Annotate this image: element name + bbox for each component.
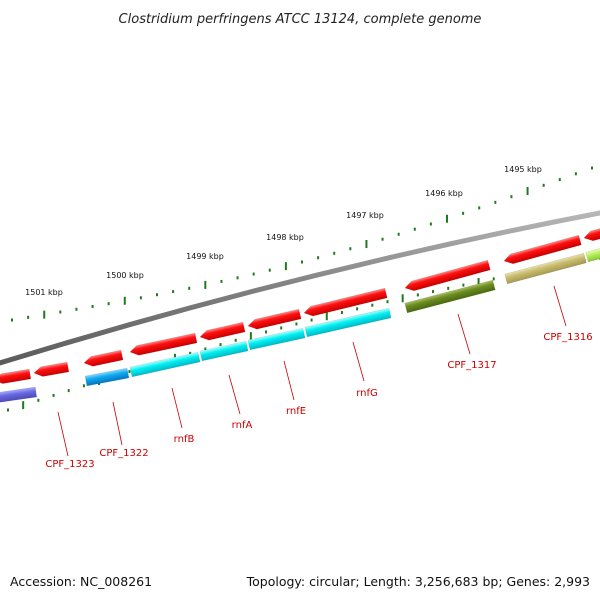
scale-label: 1495 kbp: [504, 165, 542, 174]
gene-feature: [585, 245, 600, 263]
leader-line: [457, 313, 471, 355]
scale-label: 1496 kbp: [425, 189, 463, 198]
gene-feature: [0, 386, 37, 404]
gene-labels: CPF_1323 CPF_1322 rnfB rnfA rnfE rnfG CPF_1317…: [45, 285, 593, 470]
gene-feature: [304, 307, 392, 338]
gene-label: CPF_1317: [447, 360, 496, 371]
gene-feature: [199, 340, 249, 362]
gene-label: rnfE: [286, 406, 306, 417]
scale-labels: 1501 kbp 1500 kbp 1499 kbp 1498 kbp 1497 kbp…: [25, 165, 542, 297]
backbone-line: [0, 210, 600, 366]
cds-feature: [583, 225, 600, 242]
cds-feature: [247, 308, 302, 330]
scale-label: 1499 kbp: [186, 252, 224, 261]
leader-line: [57, 411, 69, 457]
leader-line: [228, 374, 241, 415]
scale-ticks: [11, 166, 593, 322]
cds-feature: [303, 287, 388, 317]
scale-label: 1500 kbp: [106, 271, 144, 280]
gene-feature: [247, 327, 306, 351]
gene-label: CPF_1316: [543, 332, 592, 343]
gene-feature: [84, 367, 130, 387]
gene-feature: [129, 351, 201, 378]
cds-feature: [129, 332, 198, 356]
cds-feature: [33, 361, 70, 377]
gene-features: [0, 225, 600, 404]
leader-line: [171, 387, 183, 429]
scale-label: 1497 kbp: [346, 211, 384, 220]
cds-feature: [503, 234, 582, 264]
cds-feature: [83, 349, 124, 367]
scale-label: 1501 kbp: [25, 288, 63, 297]
gene-feature: [404, 279, 496, 314]
gene-label: rnfB: [174, 434, 195, 445]
leader-line: [283, 360, 295, 401]
genome-summary: Topology: circular; Length: 3,256,683 bp…: [246, 574, 590, 589]
page-title: Clostridium perfringens ATCC 13124, comp…: [119, 12, 482, 27]
cds-feature: [199, 321, 246, 341]
gene-label: rnfA: [232, 420, 253, 431]
genome-backbone: [0, 210, 600, 366]
gene-label: CPF_1322: [99, 448, 148, 459]
leader-line: [112, 401, 123, 446]
scale-label: 1498 kbp: [266, 233, 304, 242]
accession-label: Accession: NC_008261: [10, 574, 152, 589]
cds-feature: [404, 259, 491, 291]
leader-line: [553, 285, 567, 327]
gene-label: rnfG: [356, 388, 378, 399]
gene-label: CPF_1323: [45, 459, 94, 470]
leader-line: [352, 341, 365, 382]
gene-feature: [504, 252, 587, 285]
cds-feature: [0, 368, 32, 384]
